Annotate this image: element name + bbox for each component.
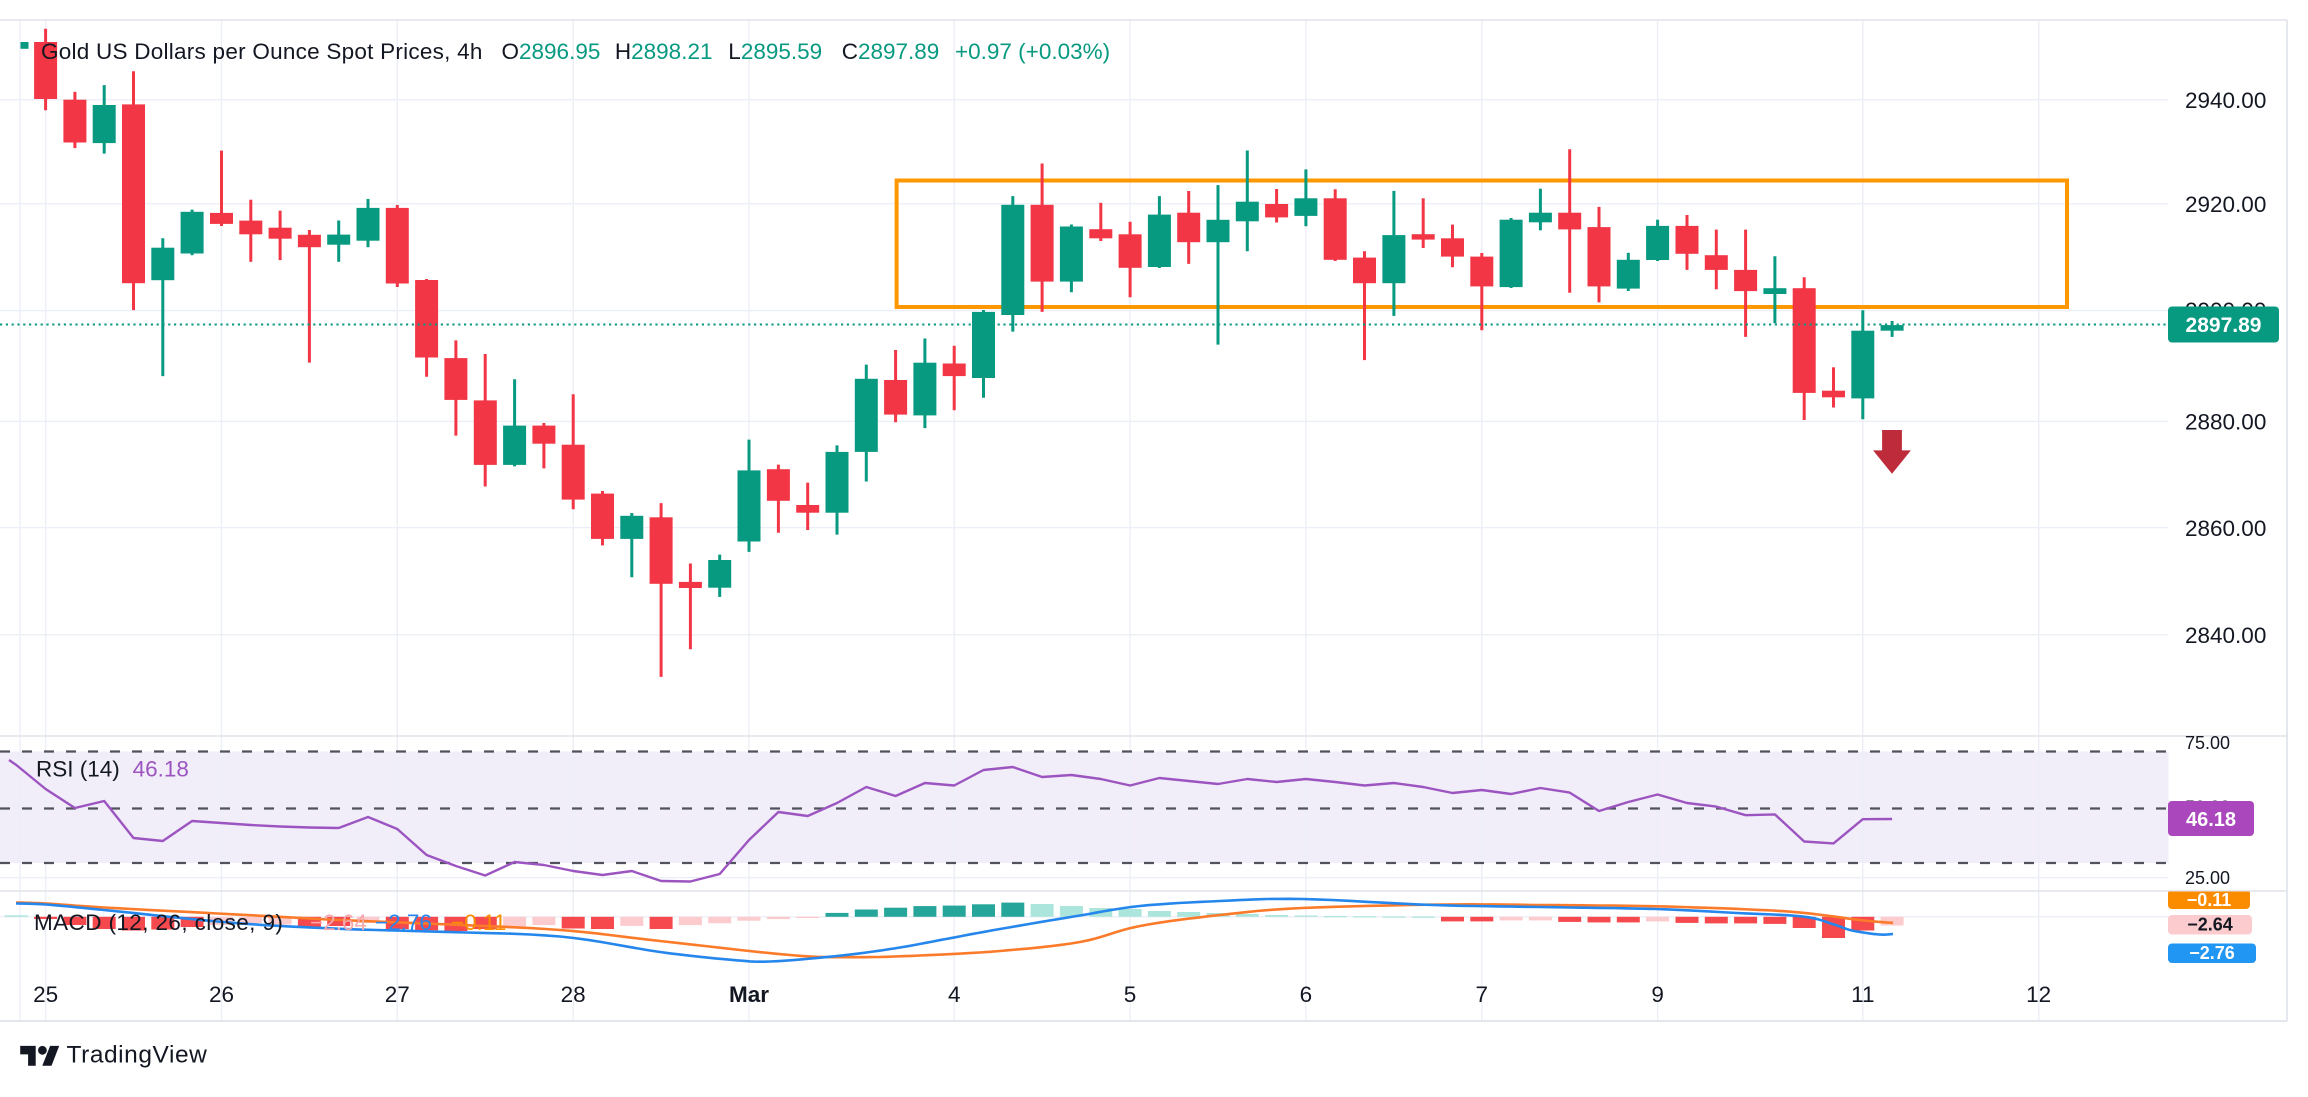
svg-text:2860.00: 2860.00 (2185, 516, 2266, 541)
svg-text:2920.00: 2920.00 (2185, 192, 2266, 217)
svg-text:27: 27 (385, 982, 410, 1007)
svg-text:25: 25 (33, 982, 58, 1007)
svg-text:6: 6 (1300, 982, 1313, 1007)
svg-text:75.00: 75.00 (2185, 733, 2230, 753)
svg-text:MACD (12, 26, close, 9): MACD (12, 26, close, 9) (34, 910, 283, 935)
svg-text:2940.00: 2940.00 (2185, 88, 2266, 113)
svg-text:2897.89: 2897.89 (2186, 314, 2262, 337)
svg-text:9: 9 (1651, 982, 1664, 1007)
svg-text:4: 4 (948, 982, 961, 1007)
svg-text:−2.64−2.76−0.11: −2.64 −2.76 −0.11 (310, 910, 506, 935)
svg-text:RSI (14)46.18: RSI (14) 46.18 (36, 757, 189, 782)
svg-text:2840.00: 2840.00 (2185, 623, 2266, 648)
svg-text:Mar: Mar (729, 982, 769, 1007)
svg-text:5: 5 (1124, 982, 1137, 1007)
svg-text:25.00: 25.00 (2185, 868, 2230, 888)
svg-text:−2.76: −2.76 (2189, 943, 2235, 963)
svg-text:Gold US Dollars per Ounce Spot: Gold US Dollars per Ounce Spot Prices, 4… (41, 39, 483, 64)
svg-text:46.18: 46.18 (2186, 809, 2236, 831)
svg-text:−2.64: −2.64 (2187, 915, 2233, 935)
svg-text:11: 11 (1851, 982, 1874, 1007)
svg-text:TradingView: TradingView (67, 1042, 208, 1069)
svg-text:12: 12 (2026, 982, 2051, 1007)
svg-text:26: 26 (209, 982, 234, 1007)
svg-text:7: 7 (1476, 982, 1489, 1007)
svg-text:−0.11: −0.11 (2187, 890, 2232, 910)
svg-text:2880.00: 2880.00 (2185, 410, 2266, 435)
svg-text:28: 28 (561, 982, 586, 1007)
